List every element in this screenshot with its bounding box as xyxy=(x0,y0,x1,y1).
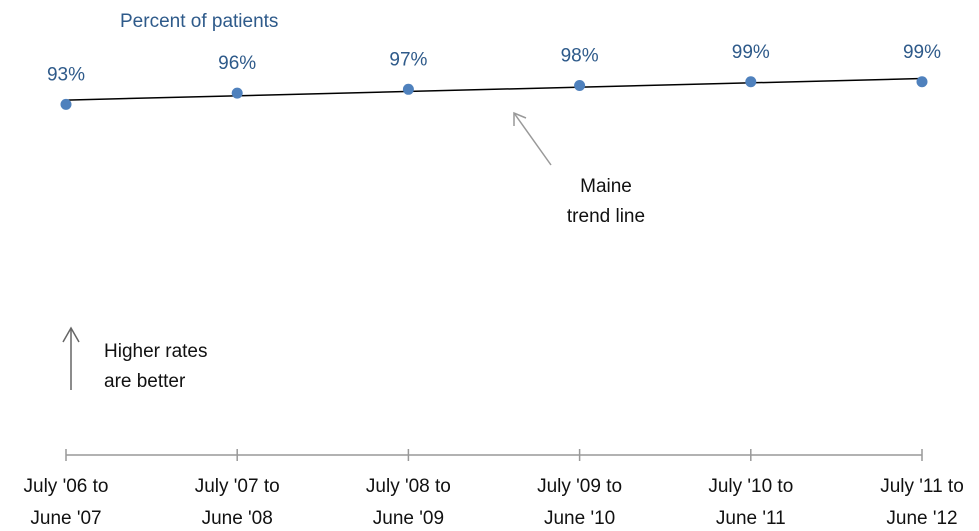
trend-annotation: trend line xyxy=(567,206,645,227)
annotation-arrow xyxy=(513,112,552,166)
x-tick-label: June '09 xyxy=(373,508,444,529)
x-tick-label: July '11 to xyxy=(880,476,964,497)
x-tick-label: July '10 to xyxy=(708,476,793,497)
note: Higher rates xyxy=(104,341,208,362)
x-tick-label: July '06 to xyxy=(24,476,109,497)
x-tick-label: July '08 to xyxy=(366,476,451,497)
note-arrowhead xyxy=(62,326,80,343)
x-tick-label: June '12 xyxy=(886,508,957,529)
x-tick-label: June '10 xyxy=(544,508,615,529)
x-tick-label: June '08 xyxy=(202,508,273,529)
annotation-arrowhead xyxy=(513,111,527,126)
point xyxy=(402,83,414,95)
point xyxy=(916,76,928,88)
value-label: 99% xyxy=(903,42,941,63)
point xyxy=(574,80,586,92)
value-label: 93% xyxy=(47,64,85,85)
value-label: 96% xyxy=(218,53,256,74)
point xyxy=(231,87,243,99)
value-label: 98% xyxy=(561,46,599,67)
y-axis-label: Percent of patients xyxy=(120,11,278,32)
note: are better xyxy=(104,371,186,392)
point xyxy=(60,98,72,110)
x-tick-label: June '11 xyxy=(716,508,786,529)
point xyxy=(745,76,757,88)
trend-line xyxy=(65,77,923,101)
value-label: 99% xyxy=(732,42,770,63)
x-tick-label: June '07 xyxy=(30,508,101,529)
value-label: 97% xyxy=(389,49,427,70)
trend-annotation: Maine xyxy=(580,176,632,197)
x-tick-label: July '07 to xyxy=(195,476,280,497)
x-tick-label: July '09 to xyxy=(537,476,622,497)
